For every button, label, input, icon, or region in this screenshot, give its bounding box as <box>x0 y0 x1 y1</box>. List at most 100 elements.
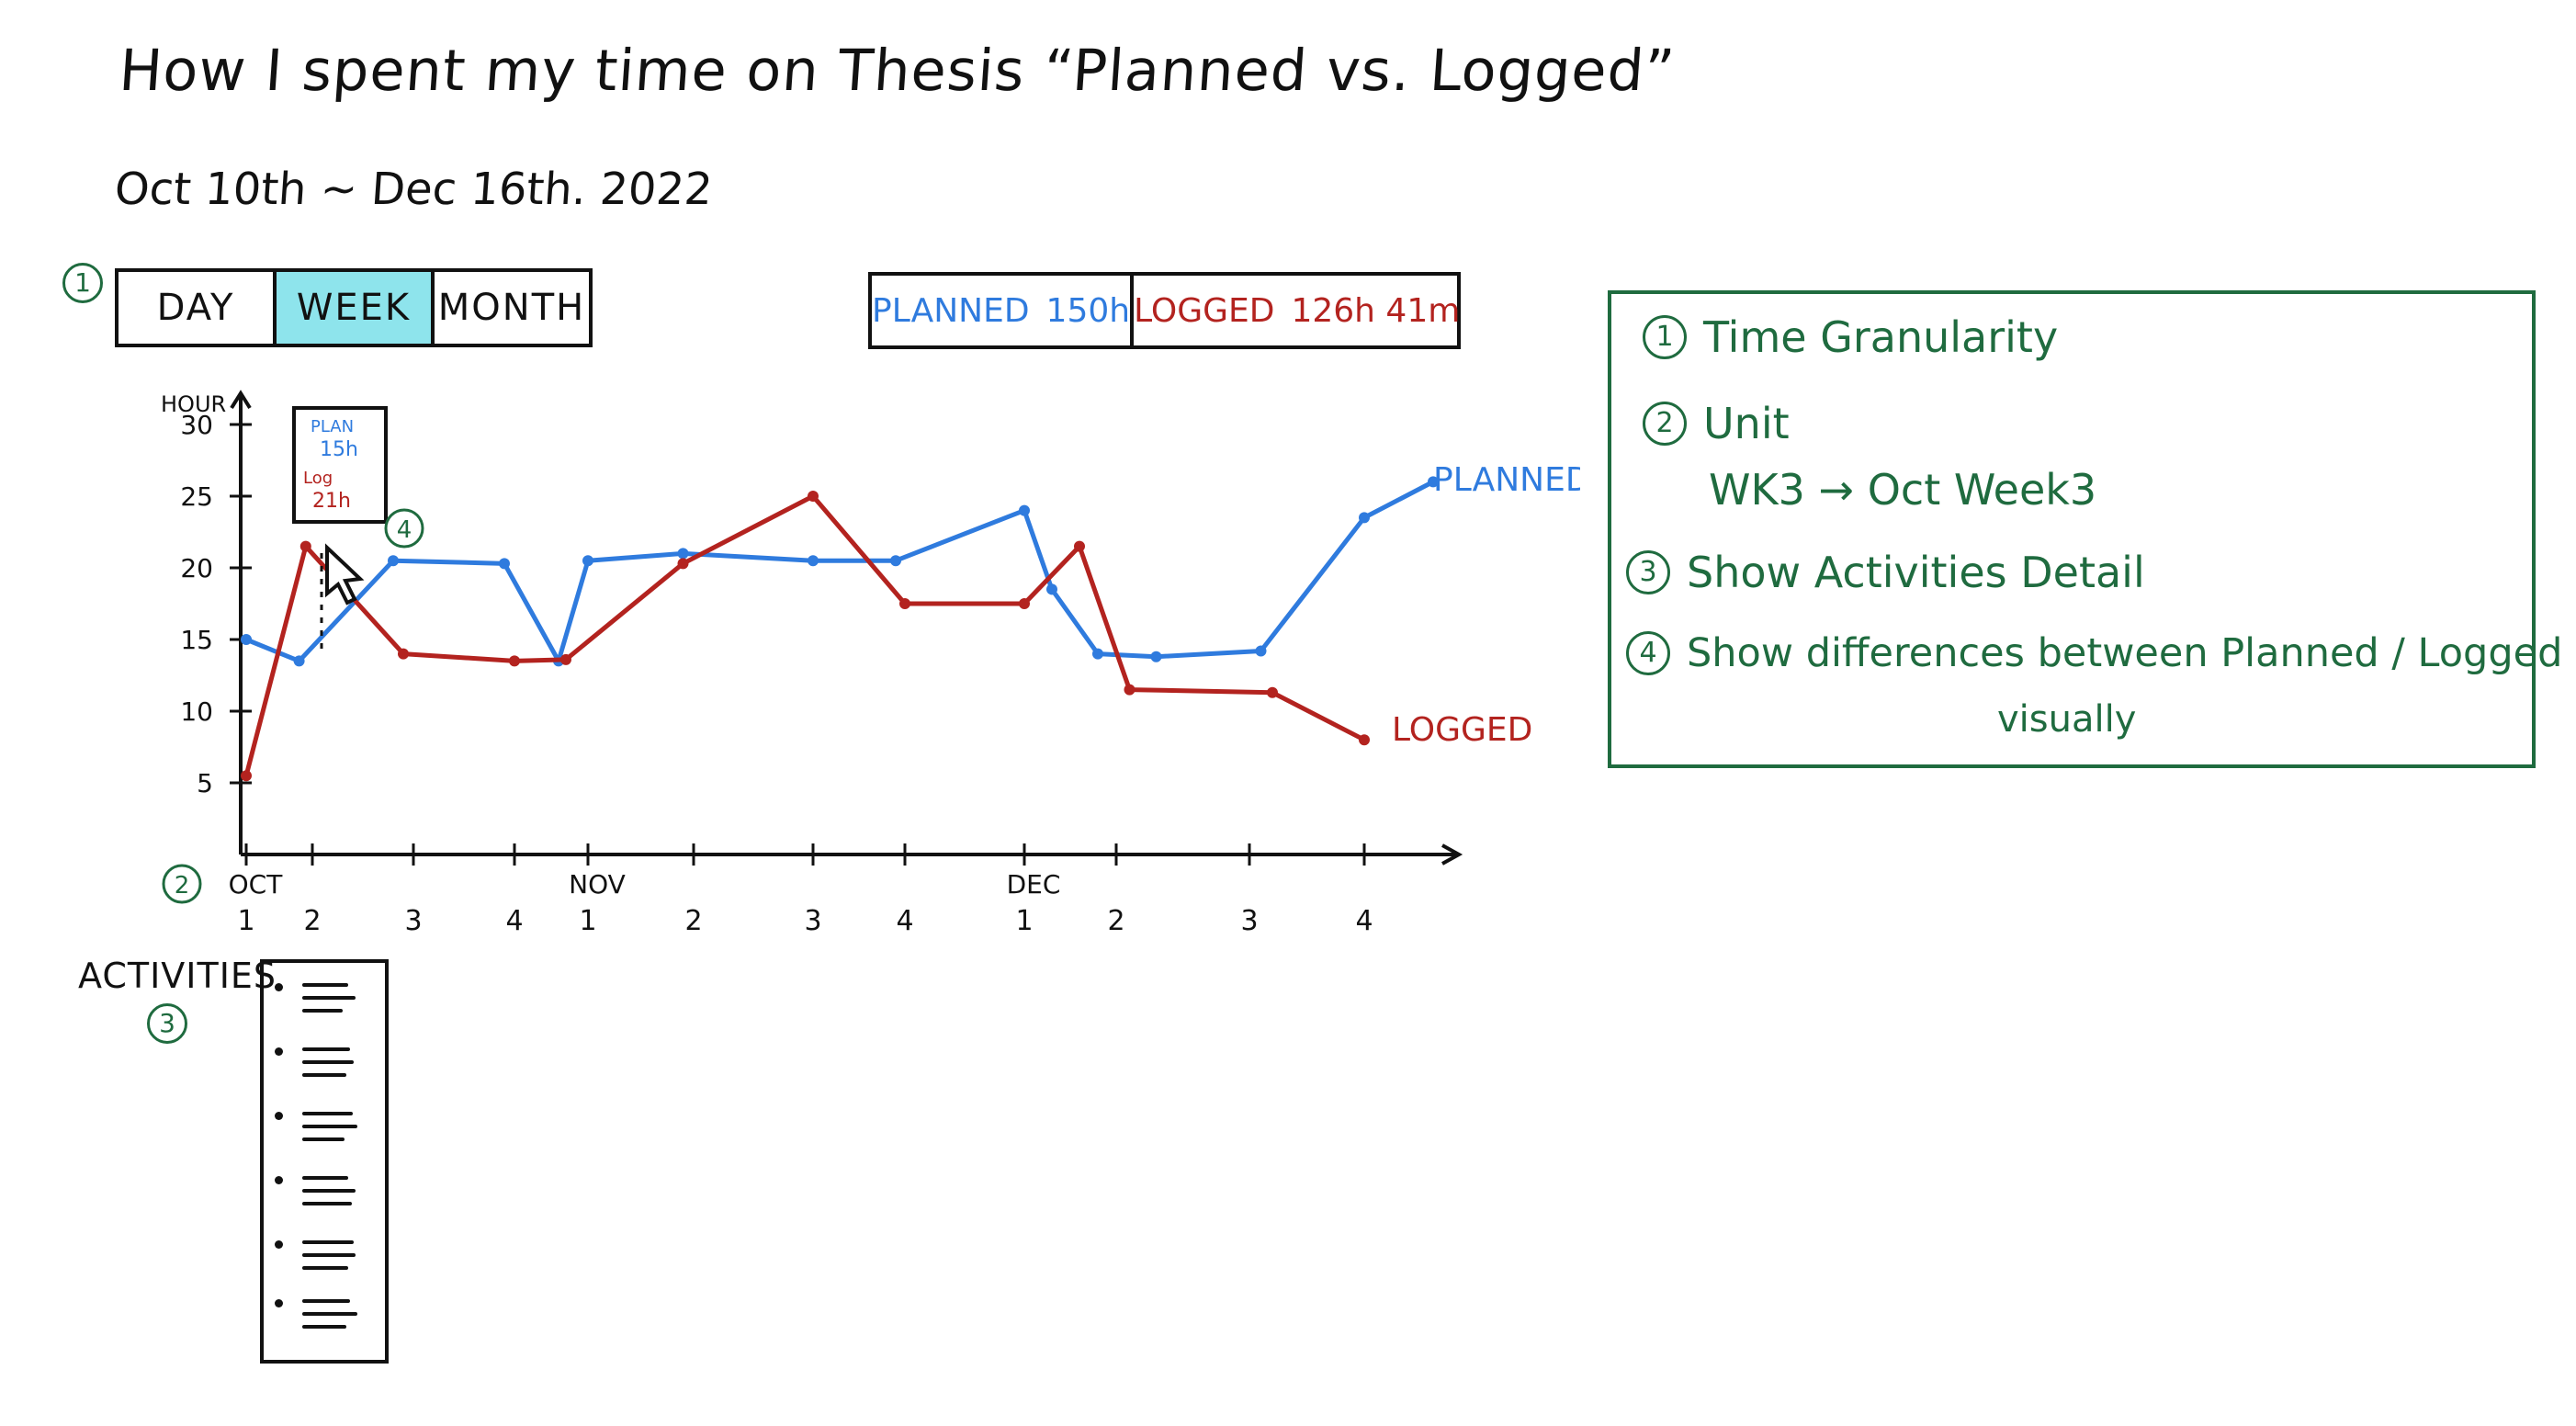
logged-point <box>398 648 409 660</box>
logged-total: LOGGED 126h 41m <box>1134 276 1460 345</box>
bullet-icon <box>275 1299 283 1307</box>
marker-2-icon <box>162 864 202 904</box>
planned-point <box>1428 476 1439 488</box>
planned-point <box>499 558 510 570</box>
logged-point <box>1019 598 1030 609</box>
x-week-label: 3 <box>804 905 821 937</box>
activity-item[interactable] <box>273 1172 374 1215</box>
planned-point <box>1359 512 1370 524</box>
note-differences: 4 Show differences between Planned / Log… <box>1626 630 2562 676</box>
logged-point <box>560 653 571 665</box>
logged-point <box>299 540 311 552</box>
logged-point <box>808 491 819 502</box>
planned-point <box>890 555 901 567</box>
planned-total-label: PLANNED <box>872 291 1030 330</box>
note-visually: visually <box>1997 698 2137 741</box>
planned-point <box>1150 651 1162 662</box>
x-week-label: 3 <box>404 905 422 937</box>
planned-point <box>388 555 399 567</box>
note-unit-example: WK3 → Oct Week3 <box>1709 465 2097 515</box>
planned-vs-logged-chart: 5 10 15 20 25 30 OCT 1 2 3 4 NOV 1 2 3 4 DEC 1 2 3 4 HOUR P… <box>161 390 1580 937</box>
totals-summary: PLANNED 150h LOGGED 126h 41m <box>868 272 1461 349</box>
marker-2-label: 2 <box>175 872 190 900</box>
logged-point <box>1074 540 1085 552</box>
logged-line <box>243 493 1366 776</box>
logged-point <box>241 770 252 782</box>
day-button[interactable]: DAY <box>119 272 277 344</box>
logged-series-label: LOGGED <box>1392 711 1532 749</box>
tooltip-box <box>292 406 388 524</box>
y-tick-label: 25 <box>180 481 213 512</box>
cursor-arrow-icon <box>325 543 365 605</box>
month-button[interactable]: MONTH <box>437 287 586 329</box>
activity-item[interactable] <box>273 1237 374 1279</box>
week-button[interactable]: WEEK <box>277 272 435 344</box>
note-time-granularity: 1 Time Granularity <box>1643 312 2058 362</box>
x-month-label: OCT <box>229 869 284 900</box>
tooltip-logged-label: Log <box>303 469 333 488</box>
marker-1-icon: 1 <box>62 263 103 303</box>
note-unit: 2 Unit <box>1643 399 1790 448</box>
activity-item[interactable] <box>273 1044 374 1086</box>
bullet-icon <box>275 1112 283 1120</box>
x-week-label: 4 <box>1355 905 1373 937</box>
activity-item[interactable] <box>273 1108 374 1150</box>
granularity-toggle: DAY WEEK MONTH <box>115 268 593 347</box>
marker-4-label: 4 <box>397 516 412 544</box>
y-tick-label: 5 <box>197 768 213 798</box>
y-axis-arrow-icon <box>230 390 252 410</box>
hover-tooltip: PLAN 15h Log 21h <box>292 406 388 524</box>
annotation-notes: 1 Time Granularity 2 Unit WK3 → Oct Week… <box>1608 290 2562 768</box>
planned-point <box>1255 645 1267 657</box>
y-tick-label: 10 <box>180 696 213 727</box>
activities-panel[interactable] <box>260 959 389 1364</box>
logged-point <box>677 558 689 570</box>
logged-point <box>1267 686 1278 698</box>
y-axis-label: HOUR <box>161 391 226 417</box>
note-marker-3-icon: 3 <box>1626 550 1670 594</box>
tooltip-planned-label: PLAN <box>311 417 354 436</box>
bullet-icon <box>275 1240 283 1249</box>
logged-point <box>1359 734 1370 746</box>
planned-point <box>1092 648 1103 660</box>
x-month-label: DEC <box>1007 869 1061 900</box>
bullet-icon <box>275 983 283 991</box>
note-marker-1-icon: 1 <box>1643 315 1687 359</box>
bullet-icon <box>275 1176 283 1184</box>
x-week-label: 2 <box>1107 905 1124 937</box>
x-axis-ticks: OCT 1 2 3 4 NOV 1 2 3 4 DEC 1 2 3 4 <box>229 843 1373 937</box>
planned-series-label: PLANNED <box>1433 461 1580 499</box>
activity-item[interactable] <box>273 1296 374 1338</box>
x-week-label: 1 <box>579 905 596 937</box>
planned-total: PLANNED 150h <box>872 276 1135 345</box>
planned-point <box>1019 504 1030 516</box>
logged-point <box>509 655 520 667</box>
y-tick-label: 30 <box>180 410 213 440</box>
y-tick-label: 15 <box>180 625 213 655</box>
y-tick-label: 20 <box>180 553 213 583</box>
planned-total-value: 150h <box>1045 291 1131 330</box>
activities-label: ACTIVITIES <box>78 956 277 996</box>
x-week-label: 2 <box>303 905 321 937</box>
logged-point <box>1124 684 1135 696</box>
chart-axes <box>230 390 1463 866</box>
note-marker-4-icon: 4 <box>1626 631 1670 675</box>
marker-3-icon: 3 <box>147 1003 187 1044</box>
planned-point <box>241 634 252 645</box>
tooltip-logged-value: 21h <box>312 490 351 513</box>
planned-point <box>1046 583 1057 595</box>
y-axis-ticks: 5 10 15 20 25 30 <box>180 410 252 798</box>
planned-line <box>245 480 1435 663</box>
x-month-label: NOV <box>569 869 626 900</box>
note-activities-detail: 3 Show Activities Detail <box>1626 548 2145 597</box>
granularity-marker: 1 <box>62 259 103 303</box>
planned-point <box>677 548 689 560</box>
bullet-icon <box>275 1047 283 1056</box>
note-marker-2-icon: 2 <box>1643 402 1687 446</box>
tooltip-planned-value: 15h <box>320 438 358 461</box>
x-week-label: 1 <box>1015 905 1033 937</box>
planned-point <box>808 555 819 567</box>
activity-item[interactable] <box>273 979 374 1022</box>
x-week-label: 2 <box>684 905 702 937</box>
x-week-label: 1 <box>237 905 254 937</box>
